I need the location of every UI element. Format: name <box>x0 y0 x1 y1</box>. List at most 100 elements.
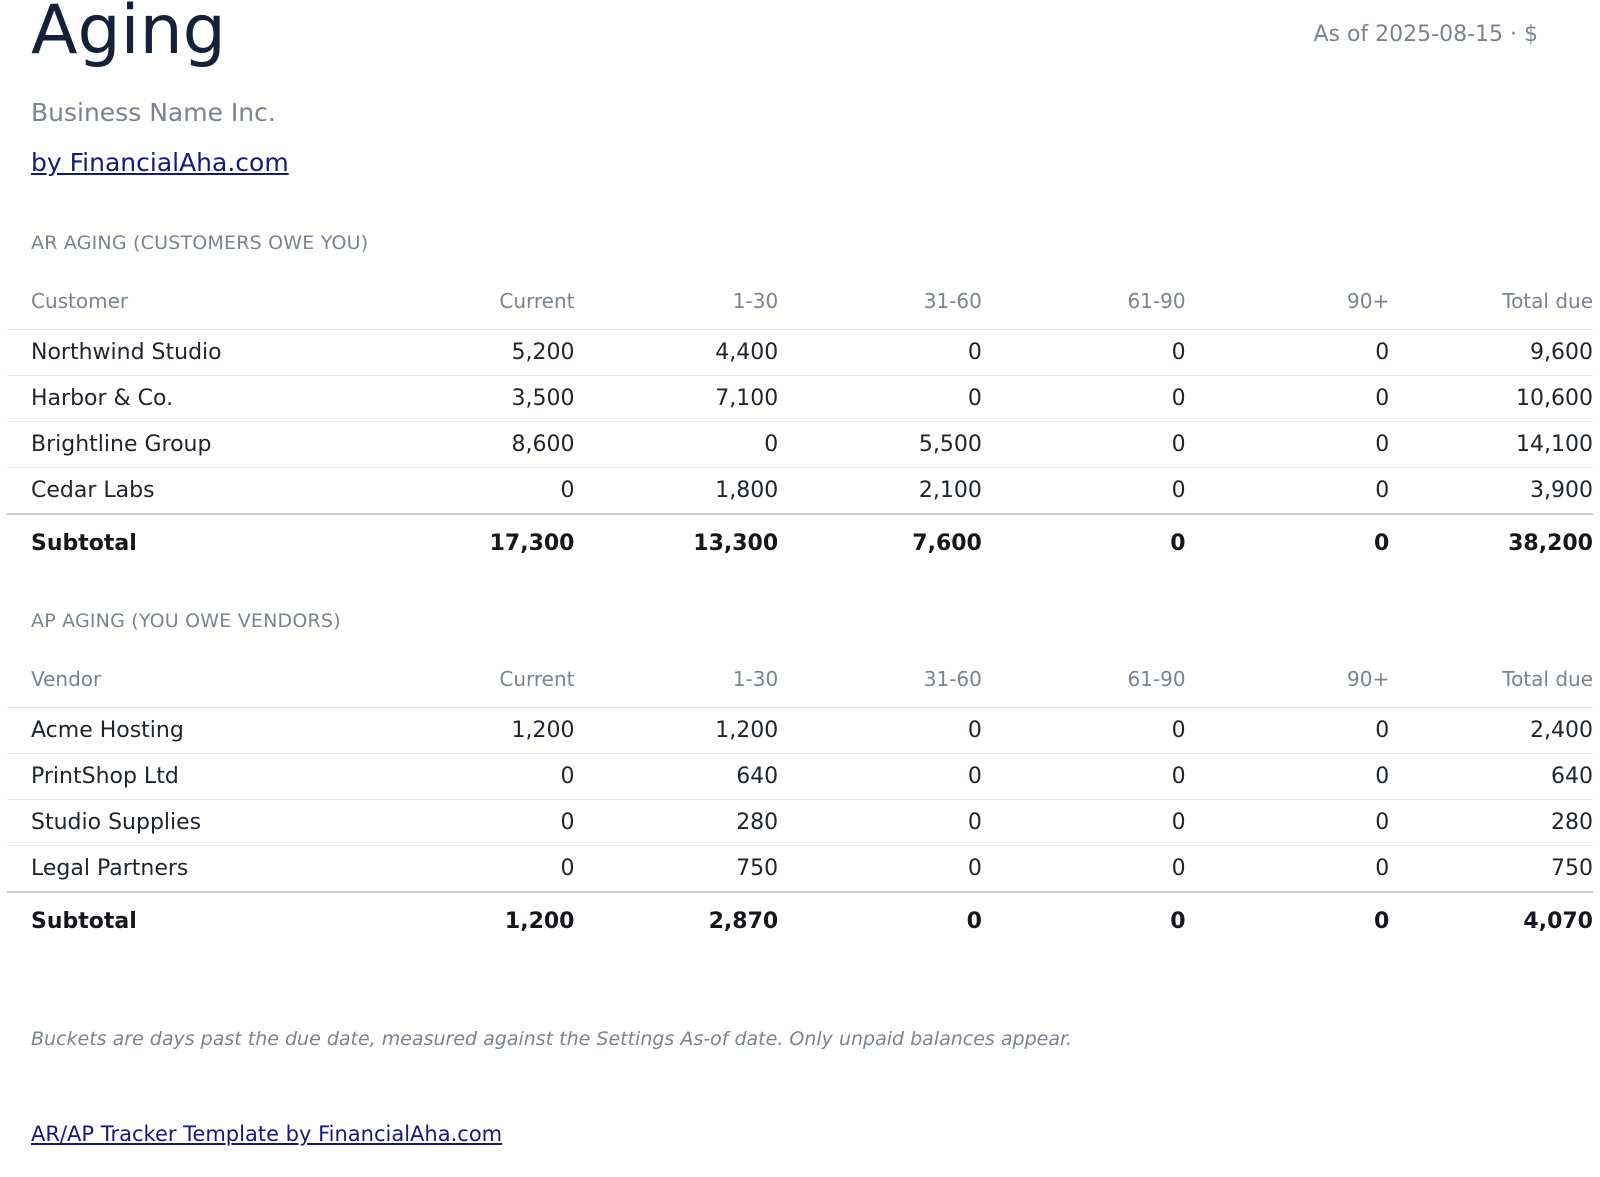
amount-total-due: 14,100 <box>1389 421 1593 468</box>
amount-31-60: 0 <box>778 799 982 846</box>
column-header-current: Current <box>376 651 575 708</box>
column-header-31-60: 31-60 <box>778 651 982 708</box>
subtotal-label: Subtotal <box>31 530 137 556</box>
subtotal-1-30: 2,870 <box>708 908 779 934</box>
amount-90-plus: 0 <box>1185 467 1390 515</box>
vendor-name: PrintShop Ltd <box>7 753 377 800</box>
amount-current: 1,200 <box>376 707 575 754</box>
amount-61-90: 0 <box>981 329 1186 376</box>
amount-1-30: 750 <box>574 845 779 893</box>
column-header-1-30: 1-30 <box>574 273 779 330</box>
table-row: Harbor & Co. 3,500 7,100 0 0 0 10,600 <box>7 375 1593 422</box>
amount-current: 8,600 <box>376 421 575 468</box>
subtotal-61-90: 0 <box>1170 908 1186 934</box>
customer-name: Brightline Group <box>7 421 377 468</box>
amount-current: 5,200 <box>376 329 575 376</box>
table-row: Cedar Labs 0 1,800 2,100 0 0 3,900 <box>7 467 1593 515</box>
amount-90-plus: 0 <box>1185 845 1390 893</box>
brand-link[interactable]: by FinancialAha.com <box>31 148 289 177</box>
table-row: Brightline Group 8,600 0 5,500 0 0 14,10… <box>7 421 1593 468</box>
as-of-date: As of 2025-08-15 · $ <box>1313 22 1538 47</box>
amount-current: 0 <box>376 845 575 893</box>
table-row: Northwind Studio 5,200 4,400 0 0 0 9,600 <box>7 329 1593 376</box>
amount-current: 3,500 <box>376 375 575 422</box>
column-header-current: Current <box>376 273 575 330</box>
amount-total-due: 10,600 <box>1389 375 1593 422</box>
amount-61-90: 0 <box>981 845 1186 893</box>
subtotal-90-plus: 0 <box>1373 908 1390 934</box>
amount-61-90: 0 <box>981 753 1186 800</box>
column-header-90-plus: 90+ <box>1185 273 1390 330</box>
table-header-row: Customer Current 1-30 31-60 61-90 90+ To… <box>7 273 1593 330</box>
subtotal-61-90: 0 <box>1170 530 1186 556</box>
subtotal-31-60: 7,600 <box>912 530 982 556</box>
amount-total-due: 750 <box>1389 845 1593 893</box>
business-name: Business Name Inc. <box>31 98 276 127</box>
amount-31-60: 0 <box>778 753 982 800</box>
column-header-total-due: Total due <box>1389 651 1593 708</box>
customer-name: Northwind Studio <box>7 329 377 376</box>
column-header-1-30: 1-30 <box>574 651 779 708</box>
vendor-name: Acme Hosting <box>7 707 377 754</box>
table-row: Legal Partners 0 750 0 0 0 750 <box>7 845 1593 893</box>
amount-total-due: 280 <box>1389 799 1593 846</box>
ap-section-heading: AP AGING (YOU OWE VENDORS) <box>31 610 341 632</box>
amount-total-due: 9,600 <box>1389 329 1593 376</box>
amount-31-60: 0 <box>778 845 982 893</box>
vendor-name: Studio Supplies <box>7 799 377 846</box>
amount-1-30: 1,200 <box>574 707 779 754</box>
footer-link[interactable]: AR/AP Tracker Template by FinancialAha.c… <box>31 1122 503 1146</box>
table-row: Acme Hosting 1,200 1,200 0 0 0 2,400 <box>7 707 1593 754</box>
amount-1-30: 0 <box>574 421 779 468</box>
amount-1-30: 7,100 <box>574 375 779 422</box>
ar-section-heading: AR AGING (CUSTOMERS OWE YOU) <box>31 232 369 254</box>
column-header-31-60: 31-60 <box>778 273 982 330</box>
ap-aging-table: Vendor Current 1-30 31-60 61-90 90+ Tota… <box>7 651 1593 949</box>
subtotal-label: Subtotal <box>31 908 137 934</box>
customer-name: Harbor & Co. <box>7 375 377 422</box>
amount-1-30: 4,400 <box>574 329 779 376</box>
vendor-name: Legal Partners <box>7 845 377 893</box>
subtotal-total-due: 4,070 <box>1523 908 1593 934</box>
subtotal-90-plus: 0 <box>1373 530 1390 556</box>
amount-61-90: 0 <box>981 421 1186 468</box>
amount-current: 0 <box>376 799 575 846</box>
amount-61-90: 0 <box>981 707 1186 754</box>
amount-1-30: 1,800 <box>574 467 779 515</box>
amount-31-60: 5,500 <box>778 421 982 468</box>
amount-current: 0 <box>376 467 575 515</box>
amount-61-90: 0 <box>981 467 1186 515</box>
column-header-90-plus: 90+ <box>1185 651 1390 708</box>
amount-total-due: 3,900 <box>1389 467 1593 515</box>
column-header-total-due: Total due <box>1389 273 1593 330</box>
amount-61-90: 0 <box>981 375 1186 422</box>
amount-90-plus: 0 <box>1185 421 1390 468</box>
amount-1-30: 640 <box>574 753 779 800</box>
amount-31-60: 2,100 <box>778 467 982 515</box>
amount-current: 0 <box>376 753 575 800</box>
column-header-61-90: 61-90 <box>981 273 1186 330</box>
amount-90-plus: 0 <box>1185 707 1390 754</box>
amount-31-60: 0 <box>778 375 982 422</box>
subtotal-total-due: 38,200 <box>1508 530 1593 556</box>
subtotal-current: 1,200 <box>504 908 575 934</box>
amount-total-due: 640 <box>1389 753 1593 800</box>
subtotal-1-30: 13,300 <box>693 530 779 556</box>
amount-total-due: 2,400 <box>1389 707 1593 754</box>
customer-name: Cedar Labs <box>7 467 377 515</box>
column-header-61-90: 61-90 <box>981 651 1186 708</box>
subtotal-31-60: 0 <box>966 908 982 934</box>
column-header-customer: Customer <box>7 273 377 330</box>
page-title: Aging <box>31 0 226 70</box>
amount-61-90: 0 <box>981 799 1186 846</box>
ar-aging-table: Customer Current 1-30 31-60 61-90 90+ To… <box>7 273 1593 571</box>
subtotal-row: Subtotal 1,200 2,870 0 0 0 4,070 <box>7 892 1593 949</box>
table-row: Studio Supplies 0 280 0 0 0 280 <box>7 799 1593 846</box>
amount-90-plus: 0 <box>1185 329 1390 376</box>
amount-90-plus: 0 <box>1185 753 1390 800</box>
table-header-row: Vendor Current 1-30 31-60 61-90 90+ Tota… <box>7 651 1593 708</box>
subtotal-row: Subtotal 17,300 13,300 7,600 0 0 38,200 <box>7 514 1593 571</box>
amount-90-plus: 0 <box>1185 799 1390 846</box>
column-header-vendor: Vendor <box>7 651 377 708</box>
amount-1-30: 280 <box>574 799 779 846</box>
